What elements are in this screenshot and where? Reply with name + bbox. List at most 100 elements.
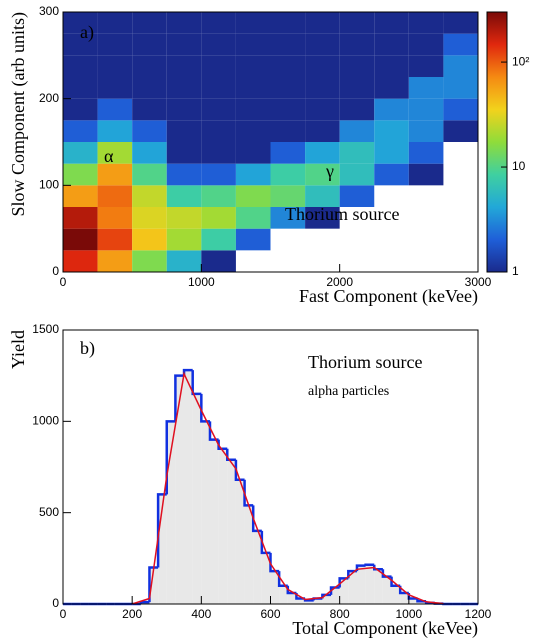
- heatmap-cell: [63, 120, 98, 142]
- heatmap-cell: [166, 98, 202, 121]
- histogram-step: [139, 600, 150, 604]
- x-tick-label: 600: [260, 607, 280, 621]
- heatmap-cell: [132, 163, 167, 186]
- annotation: γ: [325, 161, 334, 181]
- histogram-bar: [279, 585, 288, 604]
- y-axis-title: Yield: [8, 330, 28, 369]
- heatmap-cell: [97, 207, 133, 229]
- annotation: alpha particles: [308, 384, 389, 399]
- histogram-bar: [339, 578, 349, 604]
- x-tick-label: 0: [60, 607, 67, 621]
- z-tick-label: 1: [512, 264, 519, 278]
- histogram-step: [226, 448, 236, 461]
- heatmap-cell: [305, 207, 340, 229]
- histogram-step: [260, 530, 271, 555]
- heatmap-cell: [443, 77, 478, 99]
- heatmap-cell: [166, 228, 202, 251]
- heatmap-cell: [443, 12, 478, 34]
- heatmap-cell: [270, 185, 306, 207]
- annotation: Thorium source: [285, 204, 399, 224]
- heatmap-cell: [97, 163, 133, 186]
- histogram-bar: [417, 601, 427, 604]
- heatmap-cell: [97, 98, 133, 121]
- histogram-step: [165, 420, 176, 495]
- heatmap-cell: [63, 98, 98, 121]
- heatmap-cell: [63, 142, 98, 164]
- heatmap-cell: [97, 77, 133, 99]
- histogram-step: [381, 569, 392, 578]
- heatmap-cell: [63, 250, 98, 272]
- heatmap-cell: [166, 55, 202, 77]
- histogram-bar: [166, 421, 176, 604]
- heatmap-cell: [408, 12, 444, 34]
- heatmap-cell: [132, 98, 167, 121]
- heatmap-cell: [339, 120, 375, 142]
- panel-label: a): [80, 22, 94, 43]
- y-tick-label: 0: [52, 264, 59, 278]
- x-tick-label: 1200: [465, 607, 492, 621]
- histogram-step: [234, 459, 245, 482]
- heatmap-cell: [374, 120, 409, 142]
- heatmap-cell: [443, 120, 478, 142]
- histogram-bar: [175, 375, 185, 604]
- heatmap-cell: [339, 33, 375, 56]
- heatmap-cell: [201, 77, 236, 99]
- histogram-bar: [201, 421, 210, 604]
- heatmap-cell: [270, 12, 306, 34]
- heatmap-cell: [443, 55, 478, 77]
- histogram-bar: [184, 370, 193, 604]
- y-tick-label: 1000: [32, 414, 59, 428]
- heatmap-cell: [270, 55, 306, 77]
- y-tick-label: 300: [39, 4, 59, 18]
- heatmap-cell: [166, 207, 202, 229]
- heatmap-cell: [166, 250, 202, 272]
- heatmap-cell: [235, 33, 271, 56]
- heatmap-cell: [201, 12, 236, 34]
- heatmap-cell: [63, 77, 98, 99]
- heatmap-cell: [305, 163, 340, 186]
- histogram-bar: [305, 600, 314, 604]
- y-axis-title: Slow Component (arb units): [8, 12, 29, 217]
- heatmap-cell: [408, 55, 444, 77]
- heatmap-cell: [97, 228, 133, 251]
- heatmap-cell: [270, 163, 306, 186]
- heatmap-cell: [97, 55, 133, 77]
- heatmap-cell: [339, 98, 375, 121]
- heatmap-cell: [132, 33, 167, 56]
- heatmap-cell: [235, 120, 271, 142]
- y-tick-label: 100: [39, 178, 59, 192]
- heatmap-cell: [132, 120, 167, 142]
- histogram-bar: [365, 564, 375, 604]
- heatmap-cell: [443, 33, 478, 56]
- heatmap-cell: [339, 55, 375, 77]
- heatmap-cell: [374, 98, 409, 121]
- histogram-bar: [209, 439, 219, 604]
- histogram-step: [217, 439, 228, 450]
- heatmap-cell: [201, 98, 236, 121]
- histogram-bar: [400, 593, 409, 604]
- heatmap-cell: [132, 12, 167, 34]
- heatmap-cell: [132, 77, 167, 99]
- heatmap-cell: [305, 55, 340, 77]
- heatmap-cell: [132, 55, 167, 77]
- histogram-step: [373, 564, 383, 571]
- plot-frame: [62, 11, 479, 273]
- heatmap-cell: [408, 33, 444, 56]
- histogram-bar: [382, 576, 392, 604]
- colorbar: [486, 11, 508, 273]
- heatmap-cell: [305, 98, 340, 121]
- heatmap-cell: [166, 185, 202, 207]
- heatmap-cell: [63, 163, 98, 186]
- heatmap-cell: [408, 77, 444, 99]
- panel-label: b): [80, 338, 95, 359]
- histogram-bar: [261, 552, 271, 604]
- histogram-bar: [391, 585, 401, 604]
- heatmap-cell: [305, 12, 340, 34]
- annotation: α: [104, 146, 114, 166]
- histogram-bar: [270, 571, 280, 604]
- heatmap-cell: [132, 228, 167, 251]
- histogram-step: [269, 552, 280, 573]
- x-tick-label: 1000: [395, 607, 422, 621]
- heatmap-cell: [270, 77, 306, 99]
- heatmap-cell: [166, 33, 202, 56]
